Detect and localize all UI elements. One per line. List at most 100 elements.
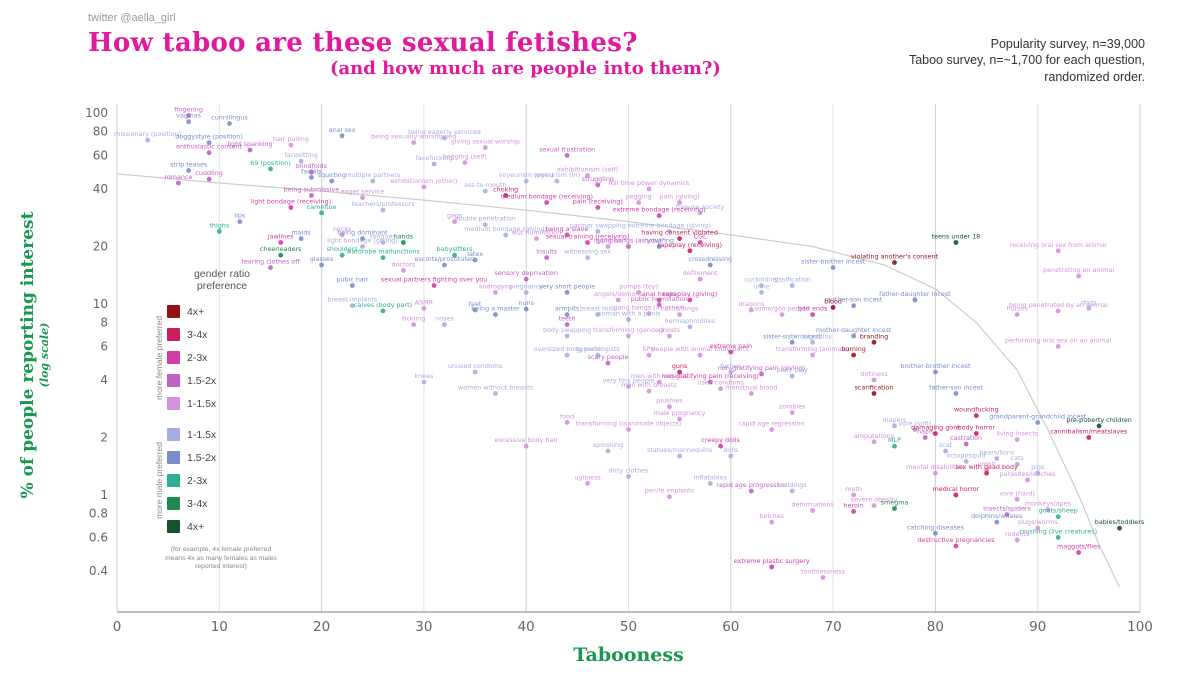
- data-point-label: cannibalism/meatslaves: [1050, 428, 1128, 436]
- data-point-label: fingering: [174, 106, 203, 114]
- x-tick-label: 30: [415, 619, 432, 635]
- data-point-label: medium bondage (giving): [464, 225, 547, 233]
- y-tick-label: 0.6: [89, 530, 108, 544]
- data-point: [707, 262, 713, 268]
- data-point: [360, 244, 365, 249]
- legend-item-label: 1.5-2x: [187, 451, 217, 464]
- data-point-label: body swapping: [543, 326, 591, 334]
- y-tick-label: 20: [93, 240, 108, 254]
- data-point: [748, 307, 754, 313]
- data-point: [646, 186, 652, 192]
- legend-item-label: 4x+: [187, 305, 205, 318]
- data-point-label: rapid age regression: [739, 420, 805, 428]
- data-point: [503, 232, 509, 238]
- x-tick-label: 60: [722, 619, 739, 635]
- data-point-label: violating another's consent: [851, 253, 938, 261]
- data-point: [728, 453, 734, 459]
- data-point: [748, 488, 754, 494]
- data-point: [994, 519, 1000, 525]
- data-point-label: cunnilingus: [211, 114, 248, 122]
- data-point-label: pre-puberty children: [1066, 416, 1131, 424]
- data-point-label: ugliness: [574, 473, 601, 481]
- data-point-label: gynecologists: [576, 345, 621, 353]
- data-point-label: ghosts: [659, 326, 681, 334]
- legend-swatch: [167, 305, 180, 319]
- data-point-label: pony play: [777, 366, 809, 374]
- x-tick-label: 10: [211, 619, 228, 635]
- data-point: [421, 379, 427, 385]
- data-point: [595, 182, 601, 188]
- data-point: [626, 427, 631, 432]
- data-point-label: defilement: [683, 269, 718, 277]
- data-point: [564, 352, 570, 358]
- data-point: [564, 153, 570, 158]
- survey-note-line3: randomized order.: [1044, 69, 1145, 84]
- data-point-label: noses: [435, 315, 454, 323]
- data-point: [667, 333, 672, 339]
- data-point-label: facesitting: [284, 151, 318, 159]
- data-point-label: partner swapping: [570, 221, 626, 229]
- data-point: [452, 252, 457, 258]
- data-point-label: cameltoe: [307, 203, 337, 211]
- data-point: [349, 283, 355, 288]
- data-point: [585, 255, 590, 260]
- data-point-label: sexual frustration: [539, 145, 595, 153]
- data-point-label: deformations: [791, 501, 834, 509]
- data-point-label: thighs: [209, 221, 229, 229]
- data-point: [605, 244, 611, 249]
- data-point-label: being sexually worshipped: [371, 133, 456, 141]
- data-point: [656, 302, 662, 308]
- data-point-label: statues/mannequins: [647, 446, 713, 454]
- data-point-label: dolls: [723, 446, 739, 454]
- data-point: [442, 135, 447, 141]
- data-point: [810, 352, 815, 358]
- data-point-label: full time power dynamics: [609, 179, 690, 187]
- data-point: [493, 391, 498, 396]
- data-point-label: very short people: [539, 282, 595, 290]
- data-point: [452, 219, 457, 225]
- data-point-label: pain (receiving): [573, 198, 623, 206]
- data-point-label: dragons: [738, 300, 765, 308]
- data-point-label: woundfucking: [954, 406, 999, 414]
- legend-swatch: [167, 497, 180, 511]
- data-point: [442, 322, 447, 327]
- data-point: [523, 443, 529, 449]
- data-point-label: branding: [860, 332, 889, 340]
- data-point-label: pegging: [626, 193, 652, 201]
- data-point-label: gang bangs (as you): [596, 237, 662, 245]
- data-point-label: belches: [759, 512, 784, 520]
- data-point: [656, 297, 662, 303]
- data-point: [1055, 344, 1061, 349]
- data-point: [206, 176, 212, 182]
- data-point: [247, 147, 253, 153]
- data-point: [360, 195, 365, 201]
- data-point: [431, 283, 437, 288]
- data-point: [1004, 512, 1010, 517]
- data-point-label: damaging gore: [911, 424, 960, 432]
- data-point-label: pregnancy: [509, 282, 543, 290]
- data-point-label: begging (self): [443, 153, 487, 161]
- data-point-label: voyeurism (porn): [499, 171, 554, 179]
- y-tick-label: 40: [93, 182, 108, 196]
- data-point: [319, 210, 324, 216]
- data-point-label: cheerleaders: [260, 245, 302, 253]
- x-tick-label: 20: [313, 619, 330, 635]
- y-tick-label: 0.8: [89, 507, 108, 521]
- data-point-label: being dominant: [337, 229, 388, 237]
- data-point: [186, 119, 192, 125]
- data-point: [1086, 435, 1092, 440]
- data-point-label: male pregnancy: [654, 409, 706, 417]
- data-point: [646, 352, 652, 358]
- legend-item-label: 4x+: [187, 520, 205, 533]
- data-point: [677, 200, 682, 205]
- legend-female-label: more female preferred: [154, 315, 164, 400]
- data-point: [626, 317, 631, 322]
- data-point-label: body horror: [958, 424, 996, 432]
- data-point: [1025, 477, 1030, 483]
- legend-swatch: [167, 328, 180, 342]
- data-point-label: cuckolding: [744, 276, 778, 284]
- data-point-label: maids: [291, 229, 311, 237]
- data-point: [360, 236, 365, 242]
- data-point-label: castration: [950, 434, 982, 442]
- data-point: [585, 173, 590, 179]
